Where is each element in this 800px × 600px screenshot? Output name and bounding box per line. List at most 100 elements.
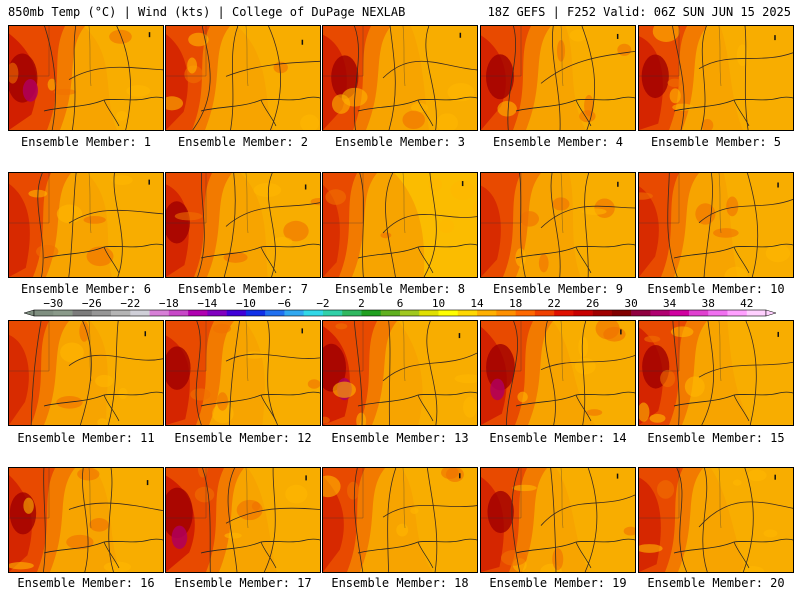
colorbar-swatch (746, 310, 767, 316)
temperature-map (481, 321, 635, 425)
colorbar-tick-label: 30 (625, 297, 638, 310)
ensemble-member-label: Ensemble Member: 14 (489, 431, 627, 445)
colorbar-swatch (534, 310, 555, 316)
ensemble-member-label: Ensemble Member: 10 (647, 282, 785, 296)
colorbar-swatch (149, 310, 170, 316)
ensemble-map-panel (8, 467, 164, 573)
ensemble-member-label: Ensemble Member: 19 (489, 576, 627, 590)
temperature-colorbar: −30 −26 −22 −18 −14 −10 −6 −2 2 6 10 14 18 22 26 30 34 38… (23, 297, 777, 317)
ensemble-member-label: Ensemble Member: 17 (174, 576, 312, 590)
temperature-map (481, 173, 635, 277)
temperature-map (481, 26, 635, 130)
colorbar-swatch (592, 310, 613, 316)
temperature-map (166, 26, 320, 130)
colorbar-swatch (303, 310, 324, 316)
colorbar-tick-label: 22 (547, 297, 560, 310)
colorbar-swatch (34, 310, 54, 316)
ensemble-map-panel (8, 25, 164, 131)
ensemble-member-label: Ensemble Member: 18 (331, 576, 469, 590)
temperature-map (166, 173, 320, 277)
ensemble-map-panel (8, 172, 164, 278)
colorbar-swatch (708, 310, 728, 316)
ensemble-member-label: Ensemble Member: 5 (650, 135, 782, 149)
colorbar-tick-label: −26 (82, 297, 102, 310)
colorbar-swatch (130, 310, 150, 316)
colorbar-swatch (245, 310, 266, 316)
colorbar-swatch (168, 310, 189, 316)
colorbar-swatch (496, 310, 516, 316)
colorbar-swatch (284, 310, 304, 316)
temperature-map (639, 468, 793, 572)
ensemble-member-label: Ensemble Member: 16 (17, 576, 155, 590)
colorbar-swatch (457, 310, 478, 316)
ensemble-member-label: Ensemble Member: 7 (177, 282, 309, 296)
header: 850mb Temp (°C) | Wind (kts) | College o… (0, 0, 800, 22)
ensemble-member-label: Ensemble Member: 20 (647, 576, 785, 590)
colorbar-tick-label: 10 (432, 297, 445, 310)
colorbar-tick-label: −22 (120, 297, 140, 310)
ensemble-member-label: Ensemble Member: 13 (331, 431, 469, 445)
temperature-map (323, 173, 477, 277)
colorbar-swatch (380, 310, 401, 316)
ensemble-member-label: Ensemble Member: 12 (174, 431, 312, 445)
ensemble-map-panel (322, 172, 478, 278)
ensemble-member-label: Ensemble Member: 4 (492, 135, 624, 149)
colorbar-swatch (91, 310, 112, 316)
colorbar-swatch (72, 310, 93, 316)
ensemble-map-panel (322, 25, 478, 131)
colorbar-swatch (342, 310, 362, 316)
colorbar-swatch (207, 310, 227, 316)
colorbar-swatch (515, 310, 536, 316)
run-info: 18Z GEFS | F252 Valid: 06Z SUN JUN 15 20… (487, 5, 791, 19)
ensemble-map-panel (638, 467, 794, 573)
ensemble-map-panel (480, 25, 636, 131)
colorbar-swatch (477, 310, 497, 316)
temperature-map (639, 173, 793, 277)
ensemble-map-panel (322, 320, 478, 426)
colorbar-tick-label: −30 (43, 297, 63, 310)
colorbar-swatch (419, 310, 439, 316)
colorbar-swatch (727, 310, 748, 316)
colorbar-tick-label: 38 (702, 297, 715, 310)
ensemble-map-panel (638, 172, 794, 278)
colorbar-tick-label: 18 (509, 297, 522, 310)
ensemble-map-panel (638, 320, 794, 426)
temperature-map (9, 321, 163, 425)
ensemble-map-panel (480, 467, 636, 573)
colorbar-min-arrow (23, 309, 35, 317)
ensemble-map-panel (165, 320, 321, 426)
ensemble-map-panel (322, 467, 478, 573)
colorbar-swatch (400, 310, 420, 316)
ensemble-member-label: Ensemble Member: 8 (334, 282, 466, 296)
colorbar-tick-label: 2 (358, 297, 365, 310)
colorbar-swatch (573, 310, 593, 316)
temperature-map (323, 321, 477, 425)
colorbar-swatch (438, 310, 459, 316)
ensemble-member-label: Ensemble Member: 9 (492, 282, 624, 296)
colorbar-swatch (631, 310, 651, 316)
colorbar-swatch (688, 310, 709, 316)
temperature-map (323, 468, 477, 572)
temperature-map (166, 321, 320, 425)
map-title: 850mb Temp (°C) | Wind (kts) | College o… (8, 5, 406, 19)
ensemble-map-panel (165, 172, 321, 278)
colorbar-tick-label: 42 (740, 297, 753, 310)
colorbar-swatch (611, 310, 632, 316)
colorbar-tick-label: 14 (470, 297, 484, 310)
temperature-map (166, 468, 320, 572)
ensemble-map-panel (165, 25, 321, 131)
ensemble-member-label: Ensemble Member: 11 (17, 431, 155, 445)
ensemble-map-panel (8, 320, 164, 426)
colorbar-tick-label: −6 (278, 297, 291, 310)
colorbar-swatch (226, 310, 247, 316)
colorbar-tick-label: 6 (397, 297, 404, 310)
colorbar-swatch (322, 310, 343, 316)
colorbar-swatch (361, 310, 382, 316)
temperature-map (481, 468, 635, 572)
colorbar-swatch (53, 310, 73, 316)
colorbar-swatch (188, 310, 208, 316)
ensemble-map-panel (480, 172, 636, 278)
colorbar-swatch (554, 310, 574, 316)
ensemble-member-label: Ensemble Member: 6 (20, 282, 152, 296)
ensemble-member-label: Ensemble Member: 1 (20, 135, 152, 149)
